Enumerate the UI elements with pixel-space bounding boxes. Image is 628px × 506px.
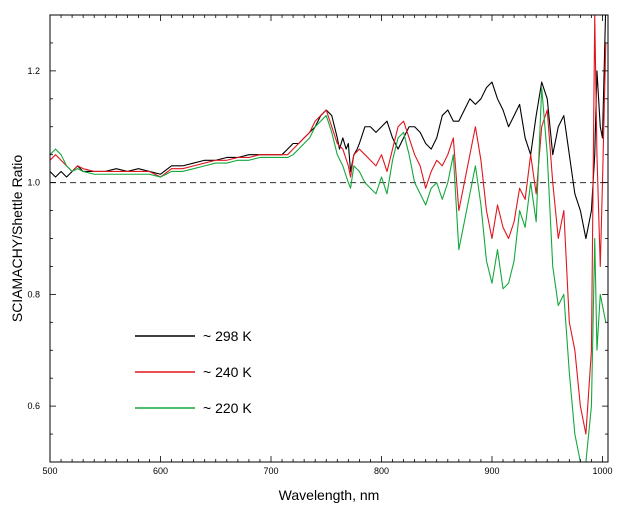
- series-line-2: [50, 15, 607, 435]
- series-line-1: [50, 15, 607, 240]
- legend-label-3: ~ 220 K: [203, 400, 252, 416]
- axes-layer: [49, 14, 609, 463]
- x-tick-label: 500: [42, 466, 57, 476]
- x-tick-label: 700: [263, 466, 278, 476]
- x-tick-label: 900: [484, 466, 499, 476]
- series-line-3: [50, 87, 607, 462]
- x-tick-label: 600: [153, 466, 168, 476]
- x-tick-label: 1000: [592, 466, 612, 476]
- series-layer: [50, 15, 607, 462]
- x-tick-label: 800: [374, 466, 389, 476]
- y-tick-label: 1.2: [27, 66, 40, 76]
- legend: ~ 298 K ~ 240 K ~ 220 K: [135, 328, 252, 416]
- plot-frame: [49, 14, 609, 463]
- y-axis-title: SCIAMACHY/Shettle Ratio: [9, 155, 25, 322]
- legend-label-2: ~ 240 K: [203, 364, 252, 380]
- y-tick-label: 0.6: [27, 401, 40, 411]
- y-tick-label: 0.8: [27, 289, 40, 299]
- ticks-layer: 500 600 700 800 900 1000 0.6 0.8 1.0 1.2: [27, 14, 612, 476]
- y-tick-label: 1.0: [27, 178, 40, 188]
- x-axis-title: Wavelength, nm: [279, 487, 380, 503]
- legend-label-1: ~ 298 K: [203, 328, 252, 344]
